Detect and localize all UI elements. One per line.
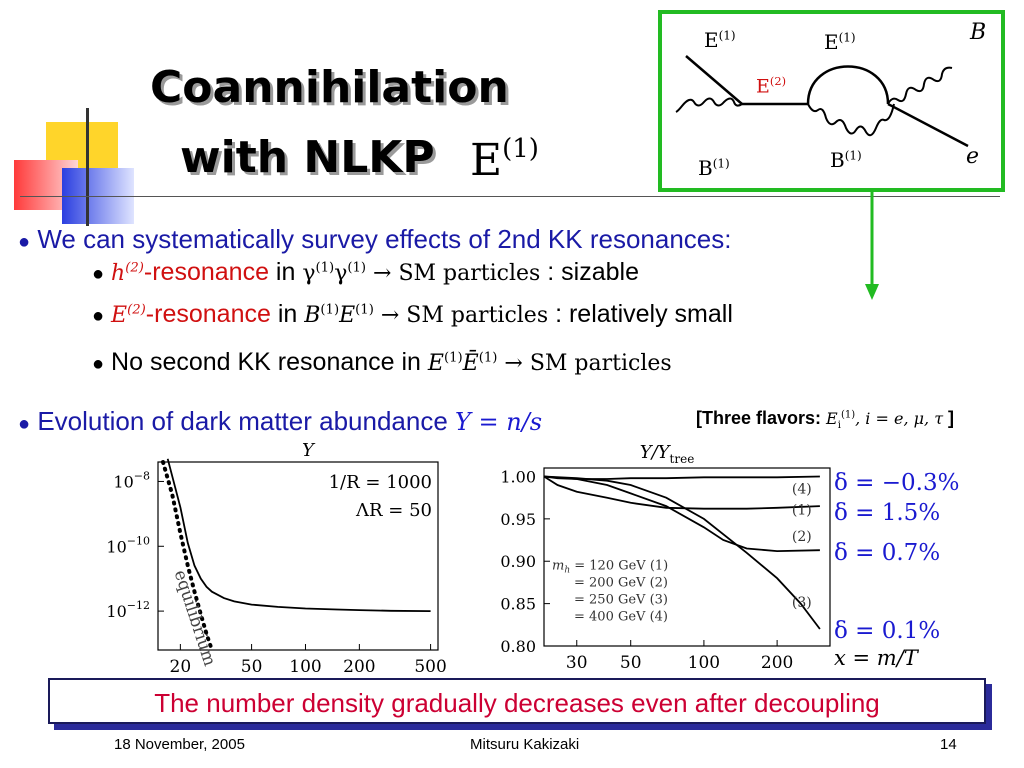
title-line-1: Coannihilation: [150, 62, 509, 113]
sub2-note: : relatively small: [555, 300, 733, 328]
bullet-2: ● Evolution of dark matter abundance Y =…: [18, 406, 542, 437]
chart1-annotation: 1/R = 1000: [329, 472, 432, 493]
chart2-series-2: [543, 475, 820, 553]
title-line-2: with NLKP: [180, 132, 435, 183]
deco-line-vertical: [86, 108, 89, 226]
chart2-xtick-label: 30: [566, 653, 588, 673]
sub-bullet-3: ● No second KK resonance in E(1)Ē(1) → S…: [92, 348, 672, 377]
delta-label-3: δ = 0.1%: [834, 618, 941, 644]
chart2-series-1: [543, 475, 820, 510]
bullet-dot: ●: [92, 305, 105, 327]
chart1-title: Y: [302, 440, 316, 461]
fermion-line-in: [685, 55, 743, 105]
loop-upper-arc: [806, 65, 890, 105]
chart2-ytick-label: 0.90: [500, 552, 536, 571]
chart1-xtick-label: 50: [241, 657, 263, 677]
sub1-in: in: [268, 258, 303, 286]
sub1-note: : sizable: [547, 258, 639, 286]
sub-bullet-1: ● h(2)-resonance in γ(1)γ(1) → SM partic…: [92, 258, 639, 287]
chart1-ytick-label: 10−12: [106, 599, 150, 621]
bullet-dot: ●: [18, 231, 31, 253]
chart2-ytick-label: 0.85: [500, 595, 536, 614]
chart2-series-label: (3): [792, 595, 812, 611]
footer-page-number: 14: [940, 736, 957, 753]
sub2-in: in: [270, 300, 305, 328]
photon-line-out: [887, 66, 953, 105]
chart1-xtick-label: 20: [170, 657, 192, 677]
chart1-ytick-label: 10−10: [106, 534, 150, 556]
chart2-frame: [543, 467, 831, 647]
chart2-ytick-label: 1.00: [500, 467, 536, 486]
chart1-series-equilibrium: [161, 460, 214, 652]
sub1-text: -resonance: [143, 258, 269, 286]
fermion-line-out: [887, 102, 969, 148]
title-math: E(1): [470, 134, 539, 186]
three-flavors-note: [Three flavors: Ei(1), i = e, μ, τ ]: [696, 408, 955, 432]
diagram-label-e1-left: E(1): [704, 28, 736, 52]
chart1-series-y: [166, 458, 431, 612]
delta-label-4: δ = −0.3%: [834, 470, 960, 496]
chart1-xtick-label: 500: [414, 657, 446, 677]
chart2-series-4: [543, 475, 820, 480]
bullet-dot: ●: [92, 263, 105, 285]
chart2-legend-line: = 400 GeV (4): [574, 610, 668, 625]
chart2-xtick-label: 100: [688, 653, 720, 673]
conclusion-banner: The number density gradually decreases e…: [48, 678, 986, 724]
diagram-label-e1-right: E(1): [824, 30, 856, 54]
bullet-dot: ●: [18, 413, 31, 435]
chart2-title: Y/Ytree: [640, 442, 695, 466]
chart2-legend-line: = 250 GeV (3): [574, 593, 668, 608]
chart-abundance-y: Y 20 50 100 200 500 10−8 10−10 10−12 1/R = 1000 ΛR…: [106, 440, 446, 677]
chart1-equilibrium-label: equilibrium: [170, 568, 220, 669]
delta-label-1: δ = 1.5%: [834, 500, 941, 526]
chart2-ytick-label: 0.80: [500, 637, 536, 656]
feynman-diagram: [675, 55, 969, 148]
chart2-xtick-label: 200: [761, 653, 793, 673]
bullet-1-text: We can systematically survey effects of …: [37, 224, 732, 254]
sub2-text: -resonance: [145, 300, 271, 328]
bullet-dot: ●: [92, 353, 105, 375]
sub-bullet-2: ● E(2)-resonance in B(1)E(1) → SM partic…: [92, 300, 733, 329]
chart2-series-label: (1): [792, 503, 812, 519]
sub1-process: γ(1)γ(1) → SM particles: [302, 260, 541, 286]
diagram-label-b: B: [970, 20, 987, 45]
diagram-label-b1-bottom: B(1): [830, 148, 862, 172]
feynman-diagram-box: E(1) E(1) E(2) B(1) B(1) B e: [658, 10, 1005, 192]
sub3-text: No second KK resonance in: [111, 348, 421, 376]
chart1-xtick-label: 100: [289, 657, 321, 677]
chart2-xtick-label: 50: [620, 653, 642, 673]
chart2-legend-line: mh = 120 GeV (1): [552, 559, 668, 576]
diagram-label-b1-left: B(1): [698, 156, 730, 180]
footer-author: Mitsuru Kakizaki: [470, 736, 580, 753]
deco-line-horizontal: [20, 196, 1000, 197]
sub2-math-e: E(2): [111, 302, 146, 328]
bullet-2-text: Evolution of dark matter abundance: [37, 406, 448, 436]
diagram-label-e2: E(2): [756, 74, 787, 98]
diagram-label-e: e: [966, 144, 980, 169]
chart1-frame: [157, 461, 439, 651]
footer-date: 18 November, 2005: [114, 736, 245, 753]
chart-y-over-ytree: Y/Ytree 30 50 100 200 1.00 0.95 0.90 0.85 0.80 (1)…: [500, 442, 831, 673]
chart1-ytick-label: 10−8: [113, 469, 150, 491]
photon-line-in: [675, 97, 743, 113]
chart2-xlabel: x = m/T: [834, 646, 918, 670]
sub2-process: B(1)E(1) → SM particles: [304, 302, 549, 328]
delta-label-2: δ = 0.7%: [834, 540, 941, 566]
chart2-ytick-label: 0.95: [500, 510, 536, 529]
bullet-2-math: Y = n/s: [455, 408, 543, 436]
green-arrow: [865, 192, 879, 300]
chart1-xtick-label: 200: [343, 657, 375, 677]
chart2-series-label: (4): [792, 481, 812, 497]
chart2-legend-line: = 200 GeV (2): [574, 576, 668, 591]
chart1-annotation: ΛR = 50: [355, 500, 432, 521]
chart2-series-label: (2): [792, 529, 812, 545]
sub1-math-h: h(2): [111, 260, 144, 286]
loop-lower-wavy: [807, 103, 895, 137]
bullet-1: ● We can systematically survey effects o…: [18, 224, 731, 255]
sub3-process: E(1)Ē(1) → SM particles: [427, 350, 672, 376]
